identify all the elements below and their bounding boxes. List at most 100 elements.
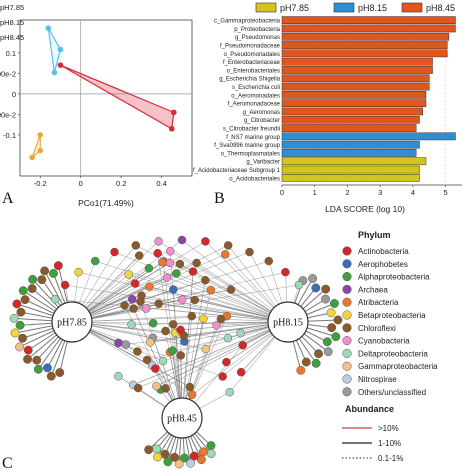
lda-bar	[281, 157, 427, 166]
phylum-legend-swatch	[342, 297, 352, 307]
network-edge	[71, 321, 193, 395]
network-node	[199, 314, 208, 324]
network-node	[9, 313, 19, 323]
network-node	[145, 338, 155, 347]
network-node	[154, 299, 164, 308]
network-node	[314, 349, 323, 359]
pcoa-point	[37, 147, 44, 154]
lda-category-label: o_Enterobacteriales	[227, 68, 280, 74]
network-nodes	[9, 235, 343, 469]
abundance-legend-label: 1-10%	[378, 439, 401, 448]
network-node	[27, 284, 37, 294]
network-panel: C pH7.85 pH8.15 pH8.45 Phylum Actinobacter…	[2, 230, 438, 472]
network-node	[151, 364, 160, 373]
network-edge	[162, 261, 183, 419]
network-node	[18, 286, 28, 296]
network-node	[53, 261, 63, 271]
lda-category-label: f_Acidobacteriaceae Subgroup 1	[193, 168, 281, 174]
network-node	[176, 351, 185, 360]
network-node	[206, 285, 216, 295]
pcoa-frame	[19, 19, 193, 177]
network-node	[55, 368, 65, 377]
phylum-legend-label: Deltaproteobacteria	[358, 349, 428, 358]
pcoa-point	[170, 109, 177, 116]
network-edge	[71, 321, 223, 377]
pcoa-x-tick-label: 0	[79, 179, 83, 188]
network-node	[153, 452, 162, 462]
network-node	[144, 282, 154, 291]
network-edge	[71, 251, 250, 323]
network-node	[178, 295, 187, 304]
network-node	[153, 248, 162, 258]
lda-category-label: g_Pseudomonas	[235, 35, 280, 41]
lda-category-label: g_Aeromonas	[243, 110, 280, 116]
network-node	[323, 347, 333, 357]
lda-category-label: o_Thermoplasmatales	[221, 151, 280, 157]
network-node	[168, 346, 177, 355]
network-edge	[71, 239, 183, 323]
lda-category-label: p_Proteobacteria	[234, 27, 280, 33]
phylum-legend-swatch	[342, 310, 352, 320]
network-node	[154, 237, 163, 246]
phylum-legend-swatch	[342, 348, 352, 358]
network-node	[172, 269, 181, 278]
lda-x-tick-label: 3	[378, 188, 382, 197]
network-node	[223, 333, 233, 343]
network-node	[176, 325, 185, 335]
phylum-legend-swatch	[342, 336, 352, 346]
network-node	[322, 337, 332, 347]
phylum-legend-label: Chloroflexi	[358, 324, 396, 333]
lda-bar	[281, 174, 420, 182]
network-node	[15, 320, 25, 330]
network-node	[206, 449, 216, 459]
network-node	[198, 447, 208, 457]
network-hub	[51, 301, 93, 343]
network-node	[127, 320, 136, 329]
pcoa-y-tick-label: -0.1	[3, 131, 16, 140]
lda-category-label: o_Pseudomonadales	[224, 52, 280, 58]
network-node	[281, 267, 290, 277]
network-node	[189, 451, 199, 461]
network-node	[296, 365, 306, 375]
lda-category-label: f_Aeromonadaceae	[228, 102, 281, 108]
lda-bar	[281, 32, 450, 41]
network-node	[121, 340, 131, 349]
lda-bar	[281, 24, 456, 33]
network-node	[180, 453, 189, 463]
network-node	[185, 382, 195, 392]
network-edge	[156, 321, 289, 387]
network-node	[201, 344, 211, 354]
network-node	[192, 258, 201, 268]
network-node	[174, 459, 184, 469]
panel-label-b: B	[214, 190, 225, 207]
network-node	[330, 299, 339, 308]
network-node	[152, 381, 161, 391]
pcoa-x-tick-label: 0.2	[116, 179, 126, 188]
network-node	[186, 458, 196, 468]
network-node	[311, 358, 321, 368]
network-node	[212, 321, 221, 330]
lda-category-label: f_Pseudomonadaceae	[220, 43, 281, 49]
network-node	[23, 345, 33, 355]
panel-label-c: C	[2, 455, 13, 472]
network-edge	[131, 321, 289, 325]
network-node	[177, 235, 187, 245]
network-edge	[158, 241, 289, 323]
pcoa-hull-1	[47, 27, 62, 74]
network-edge	[114, 251, 289, 323]
network-edge	[71, 271, 286, 323]
network-node	[201, 237, 210, 246]
lda-category-label: f_Sva0996 marine group	[214, 143, 280, 149]
network-edge	[55, 298, 289, 323]
lda-bar	[281, 132, 456, 141]
lda-bar	[281, 107, 423, 116]
network-node	[333, 315, 343, 325]
network-node	[294, 280, 304, 290]
phylum-legend-label: Gammaproteobacteria	[358, 362, 438, 371]
lda-x-axis-label: LDA SCORE (log 10)	[325, 204, 405, 214]
pcoa-legend: pH7.85 pH8.15 pH8.45	[0, 3, 24, 42]
network-node	[220, 250, 230, 259]
lda-bar	[281, 91, 427, 99]
network-node	[201, 275, 210, 285]
network-node	[142, 355, 152, 365]
